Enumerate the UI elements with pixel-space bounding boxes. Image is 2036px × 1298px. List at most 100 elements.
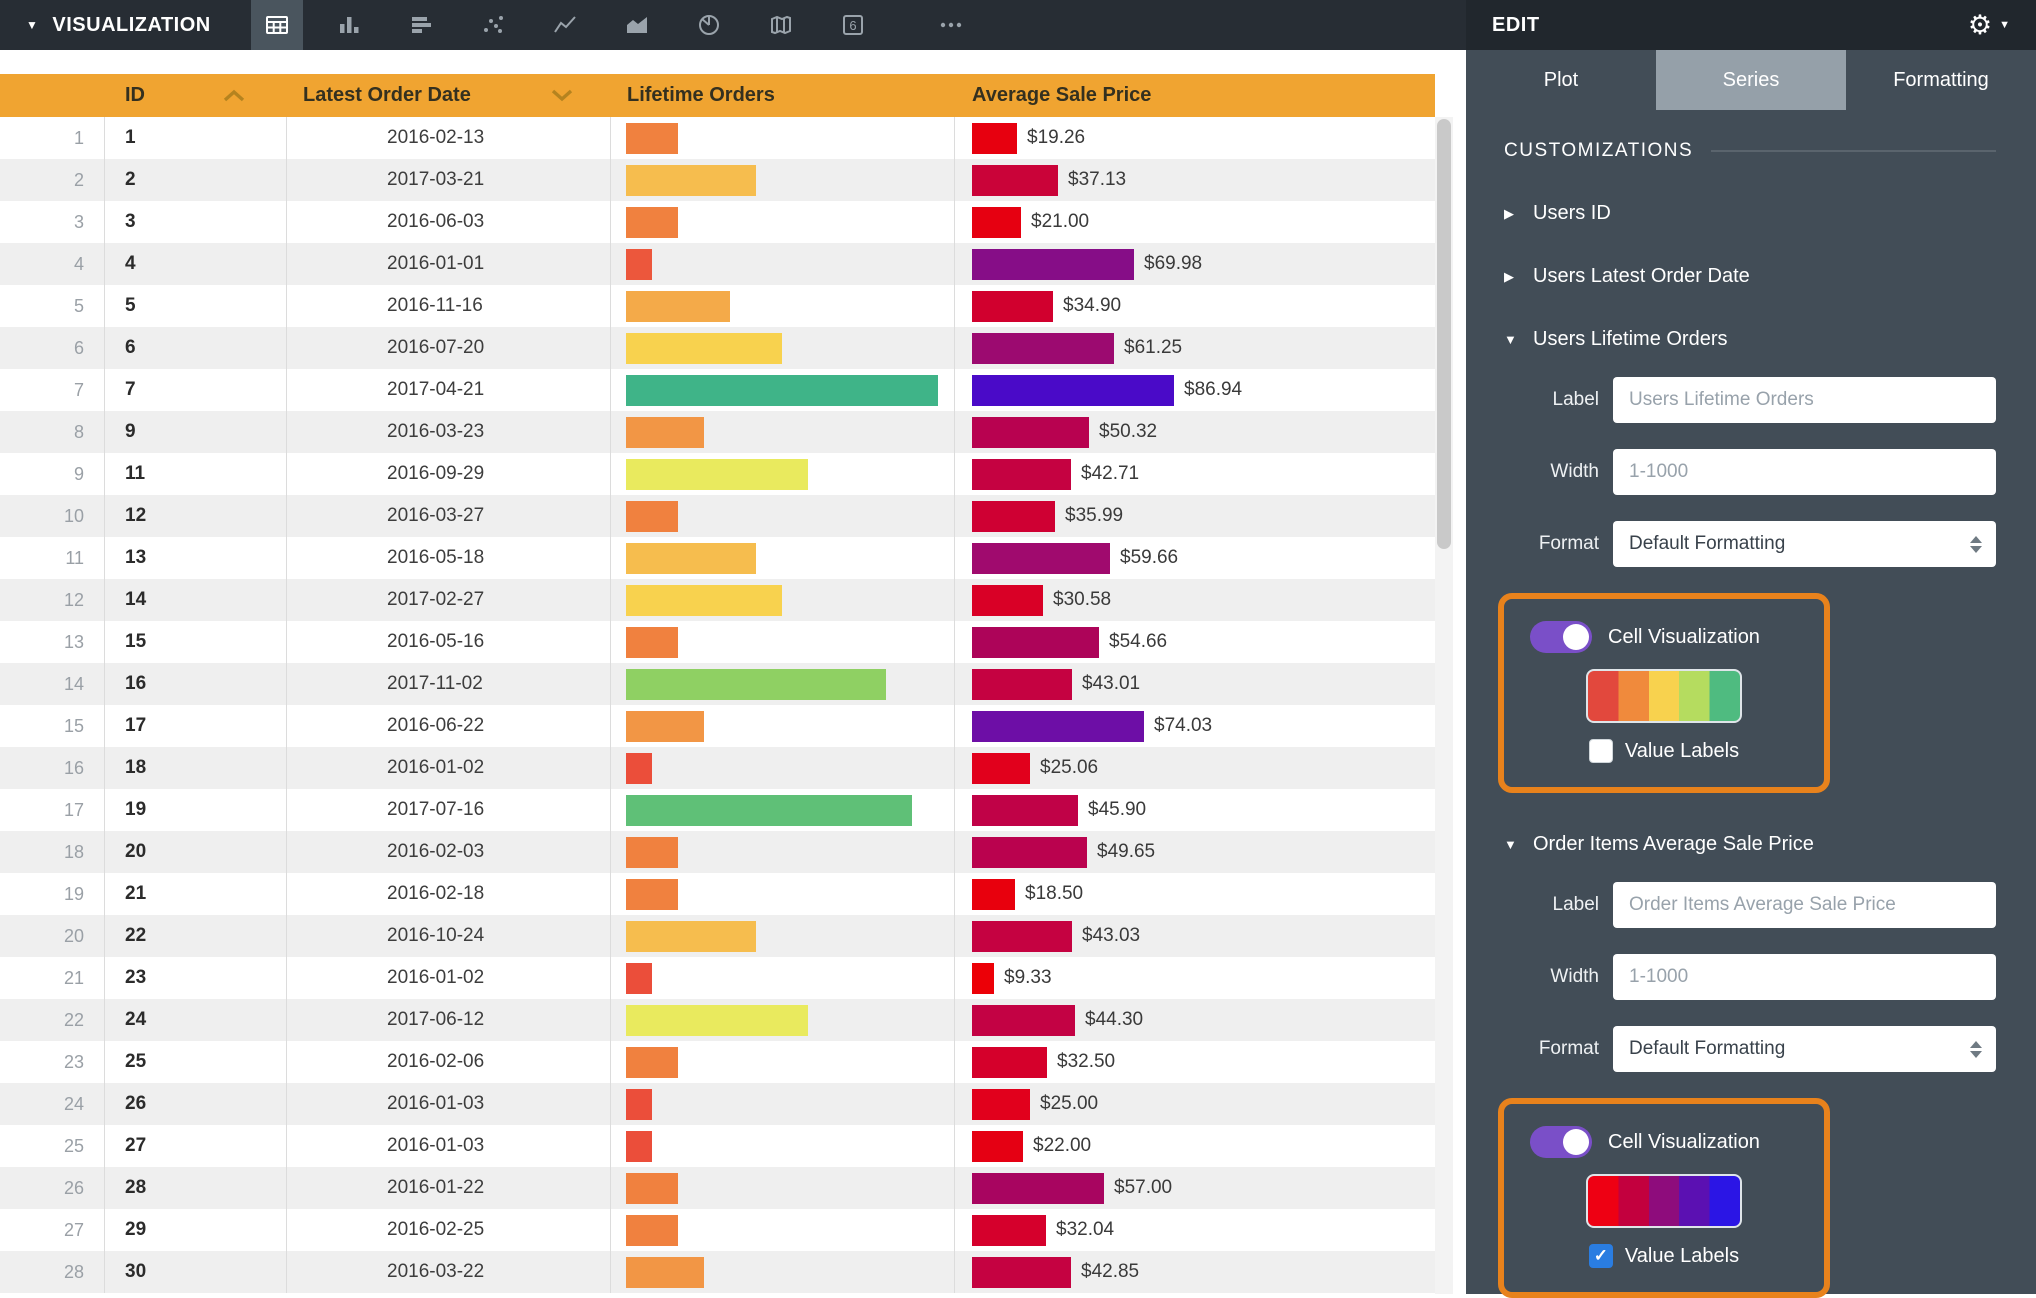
edit-panel: EDIT ⚙ ▼ Plot Series Formatting CUSTOMIZ…: [1466, 0, 2036, 1298]
vertical-scrollbar[interactable]: [1435, 117, 1453, 1294]
cell-id: 21: [105, 873, 287, 915]
tab-plot[interactable]: Plot: [1543, 68, 1579, 91]
cell-lifetime-orders: [611, 789, 955, 831]
color-palette-red-blue[interactable]: [1586, 1174, 1742, 1228]
table-row[interactable]: 2 2 2017-03-21 $37.13: [0, 159, 1435, 201]
column-header-id[interactable]: ID: [105, 74, 287, 117]
visualization-menu[interactable]: ▼ VISUALIZATION: [26, 14, 211, 37]
lifetime-orders-bar: [626, 500, 678, 532]
cell-average-sale-price: $43.01: [955, 663, 1435, 705]
section-label: Users ID: [1533, 202, 1611, 224]
column-chart-icon[interactable]: [323, 0, 375, 50]
avg-sale-price-label-input[interactable]: [1613, 882, 1996, 928]
column-header-latest-order-date[interactable]: Latest Order Date: [287, 74, 611, 117]
avg-sale-price-bar: [972, 1214, 1046, 1246]
lifetime-orders-width-input[interactable]: [1613, 449, 1996, 495]
tab-formatting[interactable]: Formatting: [1893, 68, 1989, 91]
sort-asc-icon[interactable]: [223, 89, 245, 102]
table-row[interactable]: 19 21 2016-02-18 $18.50: [0, 873, 1435, 915]
section-users-latest-order-date[interactable]: ▶ Users Latest Order Date: [1504, 265, 1996, 288]
lifetime-orders-bar: [626, 416, 704, 448]
sort-desc-icon[interactable]: [551, 89, 573, 102]
price-value-label: $43.01: [1082, 673, 1141, 694]
cell-id: 4: [105, 243, 287, 285]
field-format-row: Format Default Formatting: [1504, 521, 1996, 567]
map-icon[interactable]: [755, 0, 807, 50]
table-row[interactable]: 15 17 2016-06-22 $74.03: [0, 705, 1435, 747]
table-row[interactable]: 7 7 2017-04-21 $86.94: [0, 369, 1435, 411]
table-row[interactable]: 3 3 2016-06-03 $21.00: [0, 201, 1435, 243]
single-value-icon[interactable]: 6: [827, 0, 879, 50]
tab-series[interactable]: Series: [1656, 50, 1846, 110]
chevron-down-icon: ▼: [1504, 837, 1517, 852]
cell-lifetime-orders: [611, 537, 955, 579]
table-row[interactable]: 24 26 2016-01-03 $25.00: [0, 1083, 1435, 1125]
section-order-items-average-sale-price[interactable]: ▼ Order Items Average Sale Price: [1504, 833, 1996, 856]
settings-menu[interactable]: ⚙ ▼: [1968, 11, 2010, 39]
bar-chart-icon[interactable]: [395, 0, 447, 50]
avg-sale-price-bar: [972, 878, 1015, 910]
table-row[interactable]: 20 22 2016-10-24 $43.03: [0, 915, 1435, 957]
table-row[interactable]: 18 20 2016-02-03 $49.65: [0, 831, 1435, 873]
table-row[interactable]: 13 15 2016-05-16 $54.66: [0, 621, 1435, 663]
table-row[interactable]: 25 27 2016-01-03 $22.00: [0, 1125, 1435, 1167]
avg-sale-price-width-input[interactable]: [1613, 954, 1996, 1000]
lifetime-orders-bar: [626, 374, 938, 406]
section-users-lifetime-orders[interactable]: ▼ Users Lifetime Orders: [1504, 328, 1996, 351]
table-row[interactable]: 28 30 2016-03-22 $42.85: [0, 1251, 1435, 1293]
scrollbar-thumb[interactable]: [1437, 119, 1451, 549]
table-row[interactable]: 22 24 2017-06-12 $44.30: [0, 999, 1435, 1041]
table-row[interactable]: 27 29 2016-02-25 $32.04: [0, 1209, 1435, 1251]
lifetime-orders-label-input[interactable]: [1613, 377, 1996, 423]
value-labels-checkbox[interactable]: [1588, 1244, 1613, 1268]
table-row[interactable]: 9 11 2016-09-29 $42.71: [0, 453, 1435, 495]
table-row[interactable]: 17 19 2017-07-16 $45.90: [0, 789, 1435, 831]
cell-visualization-toggle[interactable]: [1530, 1126, 1592, 1158]
table-row[interactable]: 16 18 2016-01-02 $25.06: [0, 747, 1435, 789]
table-row[interactable]: 10 12 2016-03-27 $35.99: [0, 495, 1435, 537]
table-row[interactable]: 4 4 2016-01-01 $69.98: [0, 243, 1435, 285]
section-users-id[interactable]: ▶ Users ID: [1504, 202, 1996, 225]
value-labels-checkbox[interactable]: [1588, 739, 1613, 763]
table-row[interactable]: 12 14 2017-02-27 $30.58: [0, 579, 1435, 621]
table-row[interactable]: 1 1 2016-02-13 $19.26: [0, 117, 1435, 159]
avg-sale-price-bar: [972, 1046, 1047, 1078]
section-label: Users Lifetime Orders: [1533, 328, 1728, 350]
row-number: 1: [0, 117, 105, 159]
more-icon[interactable]: [925, 0, 977, 50]
cell-id: 23: [105, 957, 287, 999]
row-number: 4: [0, 243, 105, 285]
avg-sale-price-format-select[interactable]: Default Formatting: [1613, 1026, 1996, 1072]
donut-chart-icon[interactable]: [683, 0, 735, 50]
toggle-knob: [1563, 624, 1589, 650]
table-row[interactable]: 5 5 2016-11-16 $34.90: [0, 285, 1435, 327]
section-label: Order Items Average Sale Price: [1533, 833, 1814, 855]
cell-latest-order-date: 2017-06-12: [287, 999, 611, 1041]
column-header-average-sale-price[interactable]: Average Sale Price: [955, 74, 1435, 117]
table-row[interactable]: 11 13 2016-05-18 $59.66: [0, 537, 1435, 579]
lifetime-orders-bar: [626, 1172, 678, 1204]
column-header-lifetime-orders[interactable]: Lifetime Orders: [611, 74, 955, 117]
table-row[interactable]: 23 25 2016-02-06 $32.50: [0, 1041, 1435, 1083]
row-number: 23: [0, 1041, 105, 1083]
lifetime-orders-format-select[interactable]: Default Formatting: [1613, 521, 1996, 567]
area-chart-icon[interactable]: [611, 0, 663, 50]
width-field-label: Width: [1550, 966, 1599, 987]
cell-latest-order-date: 2016-11-16: [287, 285, 611, 327]
table-row[interactable]: 26 28 2016-01-22 $57.00: [0, 1167, 1435, 1209]
scatter-plot-icon[interactable]: [467, 0, 519, 50]
divider: [1711, 150, 1996, 152]
table-row[interactable]: 8 9 2016-03-23 $50.32: [0, 411, 1435, 453]
cell-visualization-toggle[interactable]: [1530, 621, 1592, 653]
cell-average-sale-price: $45.90: [955, 789, 1435, 831]
customizations-label: CUSTOMIZATIONS: [1504, 140, 1694, 161]
lifetime-orders-bar: [626, 164, 756, 196]
table-icon[interactable]: [250, 0, 303, 50]
table-row[interactable]: 6 6 2016-07-20 $61.25: [0, 327, 1435, 369]
table-row[interactable]: 21 23 2016-01-02 $9.33: [0, 957, 1435, 999]
row-number: 22: [0, 999, 105, 1041]
svg-text:6: 6: [849, 18, 856, 33]
line-chart-icon[interactable]: [539, 0, 591, 50]
table-row[interactable]: 14 16 2017-11-02 $43.01: [0, 663, 1435, 705]
color-palette-red-green[interactable]: [1586, 669, 1742, 723]
